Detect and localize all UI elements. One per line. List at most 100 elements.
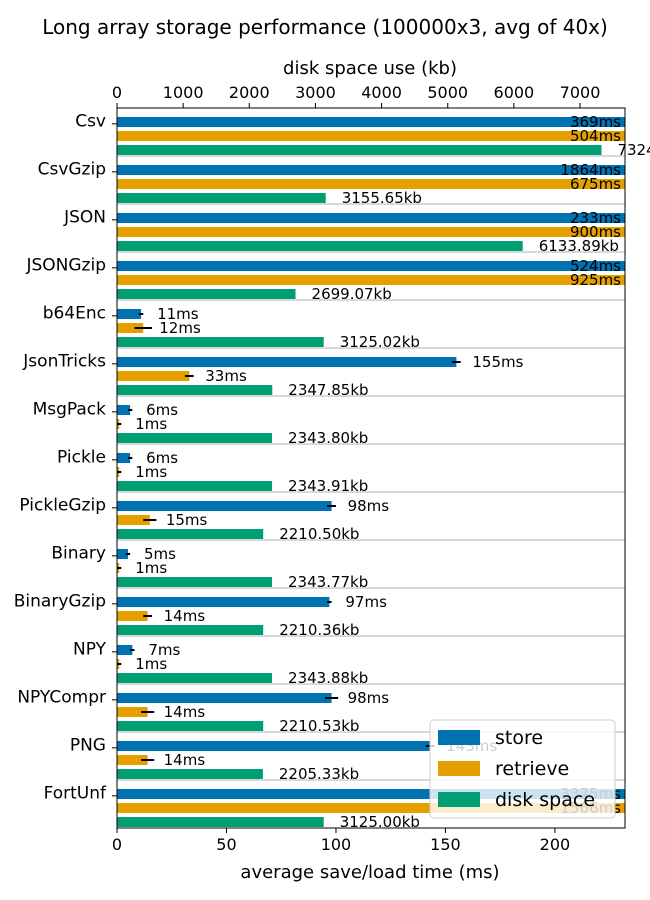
legend-swatch <box>438 792 480 807</box>
bar-value-label: 14ms <box>164 751 206 769</box>
legend-label: retrieve <box>495 758 569 780</box>
bar-retrieve <box>117 803 625 813</box>
bar-value-label: 2205.33kb <box>279 765 359 783</box>
category-label: NPY <box>73 640 107 660</box>
legend-label: store <box>495 727 543 749</box>
bar-value-label: 2343.88kb <box>288 669 368 687</box>
bar-disk-space <box>117 625 264 635</box>
category-label: Pickle <box>57 448 106 468</box>
bar-disk-space <box>117 769 263 779</box>
legend-label: disk space <box>495 789 595 811</box>
category-label: MsgPack <box>33 400 107 420</box>
bar-retrieve <box>117 323 144 333</box>
bar-value-label: 504ms <box>570 127 621 145</box>
bar-disk-space <box>117 289 296 299</box>
category-label: PickleGzip <box>19 496 106 516</box>
x2-tick-label: 0 <box>112 83 122 102</box>
plot-area: 0 50 100 150 2000 1000 2000 3000 4000 5000 6000 700… <box>14 83 650 854</box>
bar-disk-space <box>117 193 326 203</box>
bar-value-label: 155ms <box>472 353 523 371</box>
bar-store <box>117 165 625 175</box>
bar-value-label: 6ms <box>146 449 178 467</box>
bar-retrieve <box>117 227 625 237</box>
bar-value-label: 98ms <box>348 497 390 515</box>
bar-store <box>117 549 128 559</box>
bar-value-label: 2210.50kb <box>279 525 359 543</box>
bar-value-label: 2347.85kb <box>288 381 368 399</box>
bar-disk-space <box>117 385 273 395</box>
bar-value-label: 14ms <box>164 703 206 721</box>
category-label: JsonTricks <box>22 352 106 372</box>
bar-disk-space <box>117 145 602 155</box>
x2-tick-label: 3000 <box>295 83 336 102</box>
bar-value-label: 2210.36kb <box>279 621 359 639</box>
category-label: CsvGzip <box>38 160 106 180</box>
bar-value-label: 1ms <box>135 415 167 433</box>
x2-tick-label: 5000 <box>427 83 468 102</box>
bar-retrieve <box>117 707 148 717</box>
x2-tick-label: 2000 <box>229 83 270 102</box>
bar-value-label: 2699.07kb <box>312 285 392 303</box>
x2-tick-label: 7000 <box>560 83 601 102</box>
bar-value-label: 97ms <box>345 593 387 611</box>
bar-store <box>117 117 625 127</box>
bar-store <box>117 357 457 367</box>
x2-tick-label: 4000 <box>361 83 402 102</box>
bar-value-label: 33ms <box>205 367 247 385</box>
bar-disk-space <box>117 721 264 731</box>
bottom-axis-label: average save/load time (ms) <box>240 862 499 883</box>
bar-value-label: 1ms <box>135 463 167 481</box>
bar-value-label: 5ms <box>144 545 176 563</box>
bar-value-label: 2343.80kb <box>288 429 368 447</box>
bar-value-label: 98ms <box>348 689 390 707</box>
bar-store <box>117 501 332 511</box>
category-label: JSON <box>63 208 106 228</box>
bar-value-label: 2210.53kb <box>279 717 359 735</box>
legend: store retrieve disk space <box>429 719 616 819</box>
category-label: b64Enc <box>43 304 106 324</box>
x-tick-label: 100 <box>321 835 352 854</box>
category-label: Csv <box>75 112 106 132</box>
bar-value-label: 6ms <box>146 401 178 419</box>
category-label: FortUnf <box>44 784 107 804</box>
bar-store <box>117 261 625 271</box>
bar-store <box>117 693 332 703</box>
bar-store <box>117 309 142 319</box>
bar-disk-space <box>117 529 264 539</box>
bar-value-label: 6133.89kb <box>539 237 619 255</box>
bar-retrieve <box>117 611 148 621</box>
chart-title: Long array storage performance (100000x3… <box>42 15 608 39</box>
bar-value-label: 1ms <box>135 559 167 577</box>
bar-value-label: 524ms <box>570 257 621 275</box>
bar-value-label: 2343.91kb <box>288 477 368 495</box>
bar-value-label: 7ms <box>148 641 180 659</box>
legend-swatch <box>438 730 480 745</box>
legend-swatch <box>438 761 480 776</box>
bar-store <box>117 645 133 655</box>
category-label: PNG <box>70 736 106 756</box>
bar-disk-space <box>117 577 273 587</box>
bar-value-label: 1ms <box>135 655 167 673</box>
bar-store <box>117 453 131 463</box>
x-tick-label: 0 <box>112 835 122 854</box>
category-label: NPYCompr <box>17 688 106 708</box>
bar-value-label: 12ms <box>159 319 201 337</box>
bar-value-label: 2343.77kb <box>288 573 368 591</box>
x2-tick-label: 6000 <box>494 83 535 102</box>
bar-disk-space <box>117 433 273 443</box>
bar-retrieve <box>117 131 625 141</box>
bar-value-label: 233ms <box>570 209 621 227</box>
bar-retrieve <box>117 515 150 525</box>
bar-value-label: 925ms <box>570 271 621 289</box>
bar-value-label: 7324.22kb <box>617 141 650 159</box>
bar-value-label: 11ms <box>157 305 199 323</box>
bar-disk-space <box>117 817 324 827</box>
bar-value-label: 675ms <box>570 175 621 193</box>
bar-store <box>117 789 625 799</box>
bar-store <box>117 741 431 751</box>
top-axis-label: disk space use (kb) <box>283 58 457 79</box>
bar-disk-space <box>117 337 324 347</box>
category-label: BinaryGzip <box>14 592 106 612</box>
bar-value-label: 3125.02kb <box>340 333 420 351</box>
x-tick-label: 50 <box>216 835 236 854</box>
